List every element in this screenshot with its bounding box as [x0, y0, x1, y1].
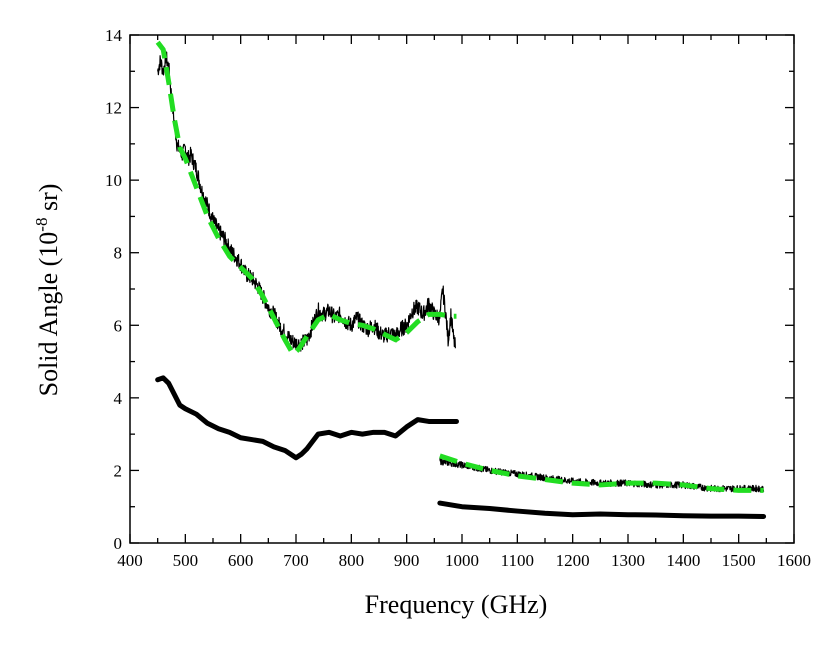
y-tick-label: 2 [114, 461, 123, 480]
x-tick-label: 1400 [666, 551, 700, 570]
x-tick-label: 400 [117, 551, 143, 570]
x-tick-label: 800 [339, 551, 365, 570]
y-axis-label-exponent: -8 [32, 218, 51, 232]
y-tick-label: 0 [114, 534, 123, 553]
tick-labels: 400 500 600 700 800 900 1000 1100 1200 1300 1400 15… [105, 26, 811, 570]
y-axis-label-suffix: sr) [34, 184, 63, 218]
x-tick-label: 1000 [445, 551, 479, 570]
y-tick-label: 10 [105, 171, 122, 190]
x-tick-label: 1300 [611, 551, 645, 570]
x-axis-label: Frequency (GHz) [365, 590, 548, 619]
x-tick-label: 1200 [556, 551, 590, 570]
axes [129, 34, 795, 544]
x-tick-label: 600 [228, 551, 254, 570]
x-tick-label: 1500 [722, 551, 756, 570]
series-line-5 [437, 500, 767, 520]
y-axis-label: Solid Angle (10-8 sr) [32, 184, 63, 397]
x-tick-label: 900 [394, 551, 420, 570]
y-tick-label: 8 [114, 244, 123, 263]
y-tick-label: 12 [105, 99, 122, 118]
x-tick-label: 1100 [501, 551, 534, 570]
plot-area [155, 40, 767, 520]
x-tick-label: 500 [173, 551, 199, 570]
series-line-3 [439, 453, 764, 493]
x-tick-label: 1600 [777, 551, 811, 570]
y-tick-label: 6 [114, 316, 123, 335]
series-line-4 [155, 375, 459, 461]
y-tick-label: 4 [114, 389, 123, 408]
y-tick-label: 14 [105, 26, 123, 45]
x-tick-label: 700 [283, 551, 309, 570]
series-line-1 [155, 40, 457, 357]
y-axis-label-prefix: Solid Angle (10 [34, 232, 63, 397]
